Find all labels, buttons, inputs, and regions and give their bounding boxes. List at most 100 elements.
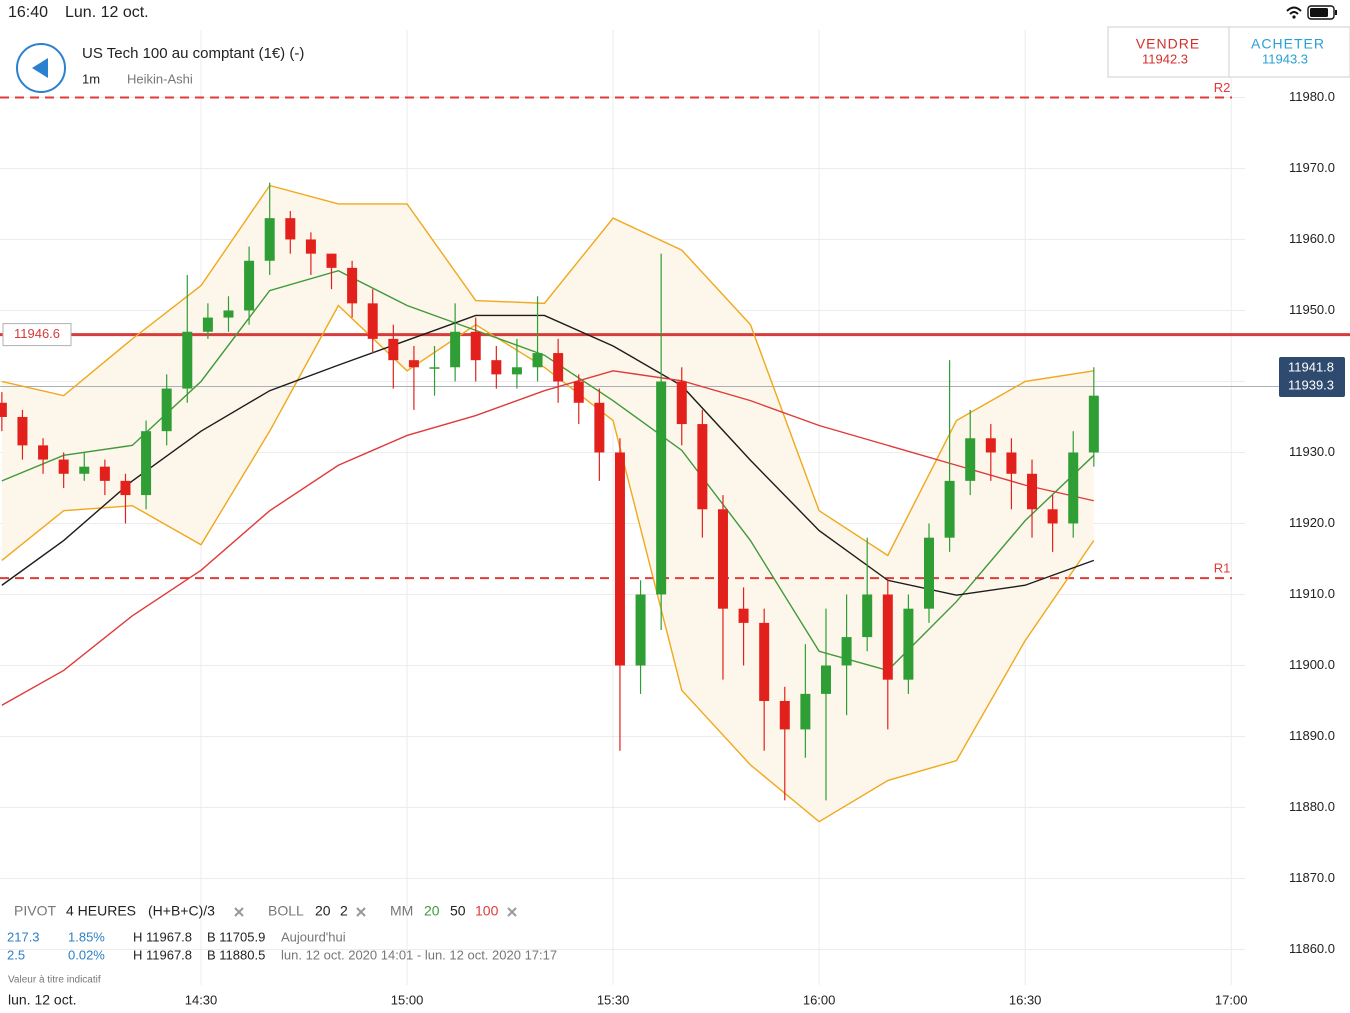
indicator-line	[1, 370, 1094, 706]
candle-body	[532, 353, 543, 368]
remove-boll[interactable]	[356, 907, 366, 917]
candle-body	[697, 424, 708, 510]
candle-body	[264, 218, 275, 261]
stat-change: 2.5	[7, 947, 25, 962]
y-tick-label: 11930.0	[1289, 444, 1335, 459]
candle-body	[1088, 395, 1099, 453]
candle-body	[985, 438, 996, 453]
x-tick-label: 17:00	[1215, 992, 1248, 1007]
candle-body	[244, 260, 255, 311]
back-button[interactable]	[16, 43, 66, 93]
candle-body	[79, 466, 90, 474]
x-tick-label: 14:30	[185, 992, 218, 1007]
status-time: 16:40	[8, 4, 48, 21]
mm-label: MM	[390, 903, 413, 919]
candle-body	[511, 367, 522, 375]
level-value: 11946.6	[14, 326, 60, 341]
status-date: Lun. 12 oct.	[65, 4, 149, 21]
candle-body	[882, 594, 893, 680]
candle-body	[553, 353, 564, 382]
candle-body	[161, 388, 172, 432]
y-tick-label: 11860.0	[1289, 941, 1335, 956]
buy-label: ACHETER	[1251, 36, 1325, 52]
disclaimer: Valeur à titre indicatif	[8, 975, 101, 986]
instrument-title: US Tech 100 au comptant (1€) (-)	[82, 45, 304, 62]
stats: 217.3 1.85% H 11967.8 B 11705.9 Aujourd'…	[7, 929, 557, 962]
candle-body	[305, 239, 316, 254]
x-tick-label: 15:30	[597, 992, 630, 1007]
stat-percent: 1.85%	[68, 929, 105, 944]
sell-label: VENDRE	[1136, 36, 1200, 52]
chart-style[interactable]: Heikin-Ashi	[127, 71, 193, 86]
y-tick-label: 11870.0	[1289, 870, 1335, 885]
y-tick-label: 11980.0	[1289, 89, 1335, 104]
candle-body	[429, 367, 440, 369]
candle-body	[470, 331, 481, 361]
sell-button[interactable]: VENDRE 11942.3	[1136, 36, 1200, 67]
candle-body	[759, 622, 770, 701]
candle-body	[223, 310, 234, 318]
remove-mm[interactable]	[507, 907, 517, 917]
candle-body	[182, 331, 193, 389]
y-tick-label: 11880.0	[1289, 799, 1335, 814]
candle-body	[1047, 509, 1058, 524]
y-tick-label: 11960.0	[1289, 231, 1335, 246]
chart: 11860.0 11870.0 11880.0 11890.0 11900.0 11910…	[0, 30, 1350, 1007]
candle-body	[573, 381, 584, 403]
stat-low: B 11705.9	[207, 929, 265, 944]
candle-body	[491, 360, 502, 375]
candle-body	[965, 438, 976, 481]
indicator-line	[1, 314, 1095, 596]
candle-body	[38, 445, 49, 460]
stat-change: 217.3	[7, 929, 40, 944]
candle-body	[347, 267, 358, 304]
pivot-formula: (H+B+C)/3	[148, 903, 215, 919]
stat-period: lun. 12 oct. 2020 14:01 - lun. 12 oct. 2…	[281, 947, 557, 962]
y-tick-label: 11910.0	[1289, 586, 1335, 601]
mm-period: 50	[450, 903, 466, 919]
candle-body	[676, 381, 687, 425]
indicator-line	[1, 304, 1095, 823]
candle-body	[388, 338, 399, 361]
price-tag: 11941.8	[1288, 359, 1334, 374]
remove-pivot[interactable]	[234, 907, 244, 917]
candle-body	[903, 608, 914, 680]
mm-period: 20	[424, 903, 440, 919]
level-tag	[2, 323, 72, 347]
bollinger-band	[1, 185, 1094, 822]
stat-period: Aujourd'hui	[281, 929, 346, 944]
x-tick-label: 16:30	[1009, 992, 1042, 1007]
buy-price: 11943.3	[1262, 51, 1308, 66]
candle-body	[820, 665, 831, 694]
boll-dev: 2	[340, 903, 348, 919]
candle-body	[367, 303, 378, 339]
status-icons	[1286, 5, 1337, 20]
candle-body	[141, 431, 152, 496]
footer-date: lun. 12 oct.	[8, 992, 77, 1008]
y-tick-label: 11970.0	[1289, 160, 1335, 175]
pivot-period: 4 HEURES	[66, 903, 136, 919]
buy-button[interactable]: ACHETER 11943.3	[1251, 36, 1325, 67]
candle-body	[944, 480, 955, 538]
stat-high: H 11967.8	[133, 947, 192, 962]
candle-body	[1027, 473, 1038, 510]
candle-body	[656, 381, 667, 595]
y-tick-label: 11920.0	[1289, 515, 1335, 530]
candle-body	[717, 509, 728, 609]
candle-body	[1068, 452, 1079, 524]
level-name: R2	[1214, 80, 1231, 95]
interval[interactable]: 1m	[82, 71, 100, 86]
candle-body	[800, 693, 811, 730]
candle-body	[862, 594, 873, 638]
candle-body	[99, 466, 110, 481]
stat-low: B 11880.5	[207, 947, 265, 962]
pivot-label: PIVOT	[14, 903, 56, 919]
sell-price: 11942.3	[1142, 51, 1188, 66]
candle-body	[614, 452, 625, 666]
candle-body	[738, 608, 749, 623]
boll-label: BOLL	[268, 903, 304, 919]
price-tag: 11939.3	[1288, 377, 1334, 392]
candle-body	[779, 700, 790, 730]
candle-body	[594, 402, 605, 453]
quote-box	[1107, 26, 1350, 78]
